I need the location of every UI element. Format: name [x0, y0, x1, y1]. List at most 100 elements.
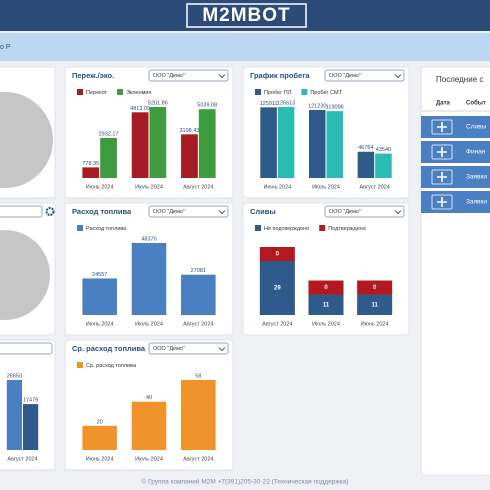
value-label: 0	[373, 285, 377, 291]
value-label: 4813.09	[130, 106, 150, 112]
value-label: 126513	[277, 100, 295, 106]
x-tick-label: Июнь 2024	[86, 184, 114, 190]
value-label: 11	[323, 302, 330, 308]
value-label: 125911	[260, 101, 278, 107]
x-tick-label: Июль 2024	[135, 321, 163, 327]
value-label: 29	[274, 286, 281, 292]
chart-title: Ср. расход топлива	[72, 344, 146, 353]
x-tick-label: Июнь 2024	[86, 456, 114, 462]
dropdown[interactable]	[0, 205, 43, 218]
legend-swatch	[319, 225, 326, 231]
x-tick-label: Июнь 2024	[263, 184, 291, 190]
expand-button[interactable]	[431, 169, 453, 185]
event-row[interactable]	[421, 141, 490, 163]
event-label: Сливы	[466, 124, 487, 131]
expand-button[interactable]	[431, 119, 453, 135]
event-row[interactable]	[421, 166, 490, 188]
value-label: 58	[195, 373, 201, 379]
dropdown-text[interactable]: ООО "Демо"	[329, 73, 361, 79]
bar	[181, 134, 198, 178]
bar-segment	[308, 294, 344, 315]
dropdown-text[interactable]: ООО "Демо"	[153, 73, 185, 79]
label-box	[259, 247, 295, 261]
column-header: Дата	[436, 101, 451, 107]
x-tick-label: Июль 2024	[135, 184, 163, 190]
event-label: Финан	[466, 149, 486, 156]
legend-label: Ср. расход топлива	[86, 363, 137, 369]
legend-label: Пробег ПЛ	[264, 90, 292, 96]
x-tick-label: Август 2024	[183, 184, 213, 190]
dropdown[interactable]	[324, 69, 405, 82]
legend-swatch	[255, 225, 261, 231]
bar	[375, 153, 392, 178]
legend-label: Пробег СМТ	[310, 90, 342, 96]
bar-segment	[259, 261, 295, 315]
event-row[interactable]	[421, 116, 490, 138]
bar	[260, 107, 277, 178]
x-tick-label: Июль 2024	[135, 456, 163, 462]
column-header: Событ	[466, 100, 486, 107]
value-label: 0	[324, 285, 328, 291]
value-label: 121230	[308, 103, 326, 109]
value-label: 5201.86	[148, 100, 168, 106]
value-label: 3198.43	[180, 128, 200, 134]
legend-label: Подтверждено	[328, 226, 366, 232]
label-box	[357, 280, 393, 295]
dropdown[interactable]	[0, 342, 53, 355]
dropdown-caret	[218, 74, 226, 79]
dropdown-caret	[394, 74, 402, 79]
bar	[131, 401, 167, 450]
legend-swatch	[77, 362, 83, 368]
x-tick-label: Июнь 2024	[86, 321, 114, 327]
pie	[0, 92, 53, 188]
footer: © Группа компаний M2M +7(391)205-30-22 (…	[142, 478, 349, 486]
event-row[interactable]	[421, 191, 490, 213]
dropdown-text[interactable]: ООО "Демо"	[329, 209, 361, 215]
dropdown[interactable]	[148, 69, 229, 82]
bar	[308, 109, 326, 178]
bar	[149, 107, 167, 178]
value-label: 46764	[358, 145, 373, 151]
plus-icon	[437, 122, 447, 132]
bar	[326, 111, 344, 178]
bar	[23, 404, 39, 450]
x-tick-label: Август 2024	[7, 456, 37, 462]
event-label: Заявки	[466, 199, 487, 206]
dropdown[interactable]	[148, 342, 229, 355]
x-tick-label: Июль 2024	[312, 184, 340, 190]
bar	[82, 167, 100, 178]
expand-button[interactable]	[431, 144, 453, 160]
legend-swatch	[255, 89, 261, 95]
bar	[357, 151, 375, 178]
chart-title: Расход топлива	[72, 207, 132, 216]
logo[interactable]: M2MBOT	[202, 5, 290, 26]
dropdown[interactable]	[324, 205, 405, 218]
dropdown-text[interactable]: ООО "Демо"	[153, 346, 185, 352]
value-label: 17479	[23, 398, 38, 404]
expand-button[interactable]	[431, 194, 453, 210]
label-box	[308, 280, 344, 295]
legend-label: Экономия	[126, 90, 151, 96]
dropdown-text[interactable]: ООО "Демо"	[153, 209, 185, 215]
dropdown-caret	[218, 210, 226, 215]
bar-segment	[357, 294, 393, 315]
dropdown-caret	[394, 210, 402, 215]
value-label: 2932.17	[99, 131, 119, 137]
dropdown[interactable]	[148, 205, 229, 218]
bar	[181, 380, 216, 450]
plus-icon	[437, 172, 447, 182]
settings-icon[interactable]	[45, 207, 55, 216]
header-bar	[0, 0, 490, 31]
legend-swatch	[301, 89, 308, 95]
legend-swatch	[117, 89, 124, 95]
value-label: 20	[97, 419, 103, 425]
logo-box[interactable]	[186, 3, 307, 28]
banner	[0, 33, 490, 61]
bar	[181, 274, 216, 315]
value-label: 5039.08	[197, 103, 217, 109]
legend-swatch	[77, 225, 83, 231]
bar	[198, 109, 216, 178]
bar	[100, 137, 117, 178]
